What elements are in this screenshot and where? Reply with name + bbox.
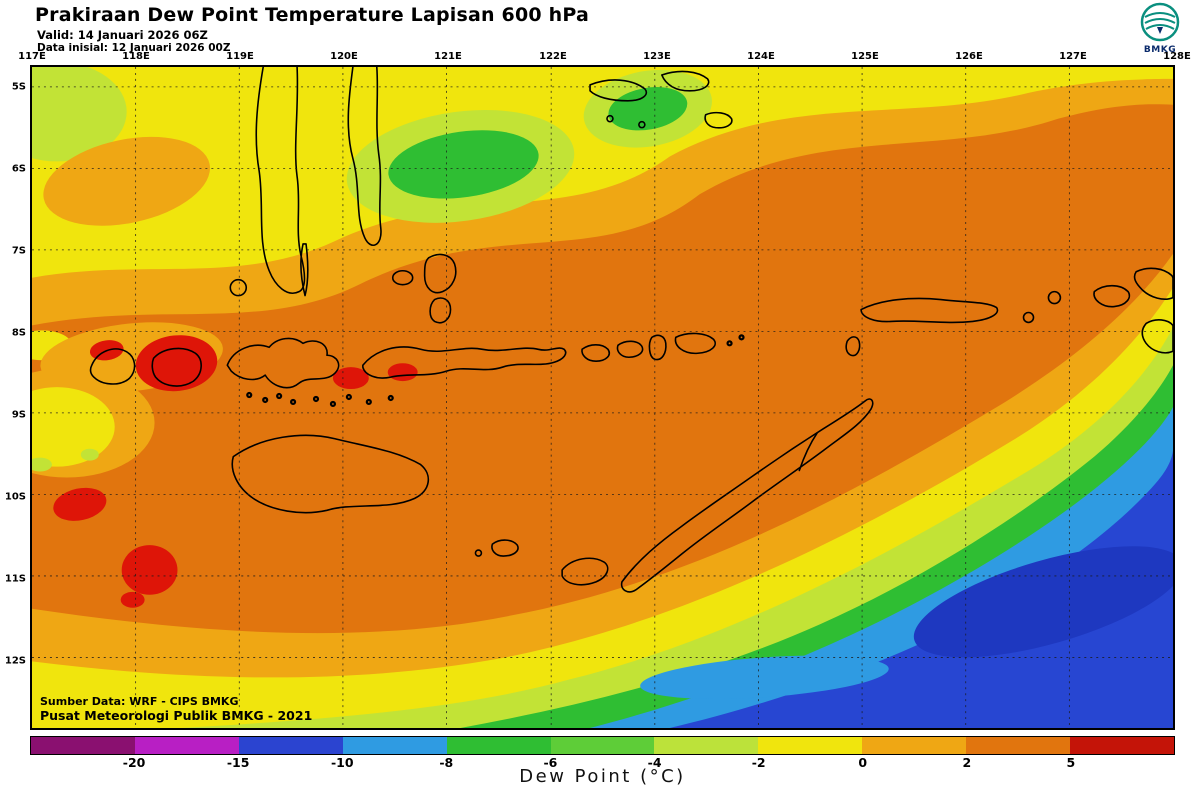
lon-label: 128E: [1163, 51, 1191, 62]
lon-label: 124E: [747, 51, 775, 62]
map-panel: 117E 118E 119E 120E 121E 122E 123E 124E …: [5, 51, 1191, 730]
lon-label: 117E: [18, 51, 46, 62]
page-title: Prakiraan Dew Point Temperature Lapisan …: [35, 4, 589, 26]
lon-label: 121E: [434, 51, 462, 62]
dewpoint-field: [32, 67, 1173, 728]
small-islet-dots: [246, 334, 745, 408]
credit-block: Sumber Data: WRF - CIPS BMKG Pusat Meteo…: [40, 695, 312, 723]
colorbar-tick: -20: [122, 755, 146, 770]
lat-label: 7S: [11, 245, 26, 257]
colorbar-tick: -10: [330, 755, 354, 770]
lon-label: 122E: [539, 51, 567, 62]
colorbar-segment: [758, 737, 863, 754]
colorbar-tick: -6: [543, 755, 558, 770]
lon-label: 126E: [955, 51, 983, 62]
lon-label: 120E: [330, 51, 358, 62]
colorbar-segment: [1070, 737, 1174, 754]
credit-publisher: Pusat Meteorologi Publik BMKG - 2021: [40, 708, 313, 723]
lat-label: 11S: [4, 573, 26, 585]
colorbar-tick: 2: [962, 755, 972, 770]
bmkg-logo-icon: [1140, 2, 1180, 42]
colorbar-tick: 0: [858, 755, 868, 770]
colorbar-segment: [862, 737, 967, 754]
bmkg-logo-label: BMKG: [1143, 45, 1177, 55]
valid-time-label: Valid: 14 Januari 2026 06Z: [37, 28, 208, 42]
lon-label: 127E: [1059, 51, 1087, 62]
colorbar-segment: [238, 737, 343, 754]
lat-label: 6S: [11, 163, 26, 175]
colorbar-segment: [654, 737, 759, 754]
colorbar-tick: -15: [226, 755, 250, 770]
coastlines: [89, 67, 1173, 593]
lon-label: 119E: [226, 51, 254, 62]
init-time-label: Data inisial: 12 Januari 2026 00Z: [37, 42, 231, 54]
lat-label: 5S: [11, 81, 26, 93]
credit-source: Sumber Data: WRF - CIPS BMKG: [40, 695, 239, 708]
colorbar-tick: -8: [439, 755, 454, 770]
colorbar-segment: [446, 737, 551, 754]
colorbar-segment: [134, 737, 239, 754]
lat-label: 9S: [11, 409, 26, 421]
colorbar-tick: -4: [647, 755, 662, 770]
colorbar-tick: 5: [1066, 755, 1076, 770]
lat-label: 8S: [11, 327, 26, 339]
colorbar-swatches: [30, 736, 1175, 755]
colorbar-segment: [966, 737, 1071, 754]
colorbar-tick: -2: [751, 755, 766, 770]
bmkg-logo: BMKG: [1136, 2, 1184, 55]
field-fill: [32, 67, 1173, 728]
colorbar-caption: Dew Point (°C): [519, 766, 686, 787]
lon-label: 118E: [122, 51, 150, 62]
lat-label: 10S: [4, 491, 26, 503]
lat-label: 12S: [4, 655, 26, 667]
lon-label: 123E: [643, 51, 671, 62]
colorbar-segment: [342, 737, 447, 754]
colorbar-segment: [550, 737, 655, 754]
se-blue-region: [669, 450, 1173, 728]
colorbar: -20 -15 -10 -8 -6 -4 -2 0 2 5: [30, 736, 1175, 778]
lon-label: 125E: [851, 51, 879, 62]
field-top-yellow: [32, 67, 1173, 278]
colorbar-segment: [31, 737, 135, 754]
